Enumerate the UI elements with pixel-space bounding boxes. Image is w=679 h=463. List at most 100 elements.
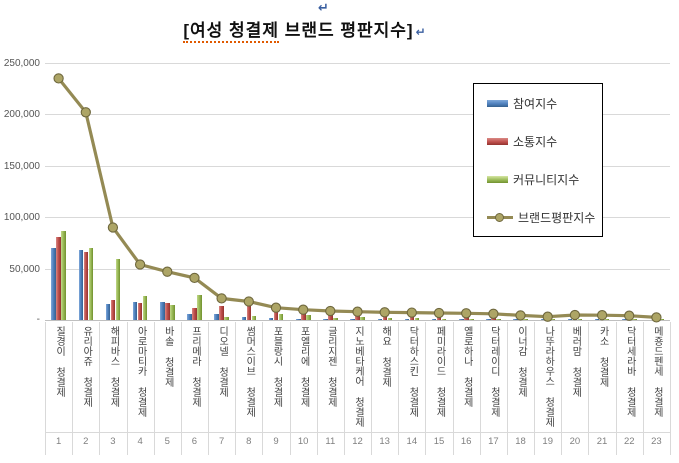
bar-참여지수 [350,318,355,320]
category-label-text: 닥터세라바 청결제 [624,326,636,417]
category-label: 바솔 청결제 [154,326,181,430]
category-label: 나뚜라하우스 청결제 [534,326,561,430]
category-cell-separator [72,322,74,455]
category-cell-separator [343,322,345,455]
category-label-text: 카소 청결제 [597,326,609,387]
legend-label: 참여지수 [513,96,558,111]
category-number: 9 [273,436,279,447]
bar-소통지수 [165,302,170,320]
bar-소통지수 [382,316,388,320]
bar-참여지수 [404,319,410,320]
bar-소통지수 [56,236,61,320]
bar-참여지수 [594,319,600,320]
y-axis-zero-label: - [36,314,40,325]
category-cell-separator [588,322,590,455]
bar-커뮤니티지수 [632,319,637,320]
legend-line-swatch-icon [487,212,513,222]
category-label-text: 이너감 청결제 [515,326,527,397]
bar-참여지수 [132,301,138,320]
category-number: 5 [164,436,170,447]
bar-참여지수 [296,318,301,320]
bar-커뮤니티지수 [577,318,583,320]
category-number: 18 [515,436,526,447]
category-label-text: 유리아쥬 청결제 [80,326,92,407]
bar-소통지수 [409,316,415,320]
bar-참여지수 [78,250,84,320]
category-label-text: 닥터레이디 청결제 [488,326,500,417]
category-number: 19 [542,436,553,447]
bar-참여지수 [105,304,111,320]
legend-label: 소통지수 [513,134,558,149]
bar-참여지수 [160,301,165,320]
line-marker [107,222,119,233]
bar-커뮤니티지수 [251,315,257,320]
legend-bar-swatch-icon [487,137,508,145]
category-number: 12 [352,436,363,447]
category-cell-separator [262,322,264,455]
category-label-text: 아로마티카 청결제 [135,326,147,417]
category-cell-separator [289,322,291,455]
category-number: 2 [83,436,89,447]
chart-legend: 참여지수 소통지수 커뮤니티지수 브랜드평판지수 [473,83,603,237]
bar-커뮤니티지수 [523,318,528,320]
bar-소통지수 [491,317,496,320]
category-number: 21 [596,436,608,447]
bar-소통지수 [545,318,551,320]
category-label: 옐로하나 청결제 [453,326,480,430]
bar-참여지수 [649,319,654,320]
category-cell-separator [506,322,508,455]
category-number: 7 [218,436,225,447]
bar-소통지수 [301,313,306,320]
bar-커뮤니티지수 [333,317,338,320]
paragraph-mark-icon: ↵ [415,25,427,39]
category-label: 포블랑시 청결제 [262,326,289,430]
category-label-text: 글리지젠 청결제 [325,326,337,407]
category-label: 베러맘 청결제 [561,326,588,430]
category-label: 카소 청결제 [588,326,615,430]
category-number: 14 [406,436,418,447]
bar-커뮤니티지수 [197,295,202,320]
category-label-text: 바솔 청결제 [162,326,174,387]
bar-참여지수 [214,314,219,320]
category-number: 20 [569,436,581,447]
category-number: 10 [297,436,309,447]
category-label: 디오넬 청결제 [208,326,235,430]
category-label-text: 디오넬 청결제 [216,326,228,397]
gridline [45,63,670,64]
category-number: 15 [433,436,445,447]
category-label-text: 닥터하스킨 청결제 [406,326,418,417]
bar-커뮤니티지수 [88,248,94,320]
y-axis-tick-label: 200,000 [3,109,40,121]
legend-item: 참여지수 [474,84,602,122]
legend-item: 브랜드평판지수 [474,198,602,236]
category-label: 글리지젠 청결제 [317,326,344,430]
category-number: 3 [110,436,116,447]
bar-소통지수 [110,300,116,320]
bar-커뮤니티지수 [224,316,229,320]
bar-참여지수 [431,319,437,320]
category-cell-separator [153,322,155,455]
category-cell-separator [452,322,454,455]
chart-title: [여성 청결제 브랜드 평판지수] ↵ [110,16,500,43]
bar-커뮤니티지수 [659,319,664,320]
bar-소통지수 [192,307,197,320]
chart-title-part2: 브랜드 평판지수] [278,21,414,40]
line-marker [216,293,227,304]
bar-커뮤니티지수 [278,314,284,320]
bar-참여지수 [268,317,274,320]
category-label: 닥터세라바 청결제 [616,326,643,430]
category-number: 16 [460,436,472,447]
category-number: 11 [325,436,336,447]
category-label-text: 나뚜라하우스 청결제 [542,326,554,427]
bar-소통지수 [599,317,605,320]
category-number: 17 [488,436,499,447]
category-cell-separator [45,322,46,455]
bar-소통지수 [219,305,224,320]
bar-커뮤니티지수 [469,318,474,320]
bar-소통지수 [464,317,469,320]
chart-title-part1: [여성 청결제 [183,21,279,43]
bar-참여지수 [486,319,491,320]
category-label-text: 옐로하나 청결제 [461,326,473,407]
category-label: 포엘리에 청결제 [290,326,317,430]
line-marker [53,73,64,84]
